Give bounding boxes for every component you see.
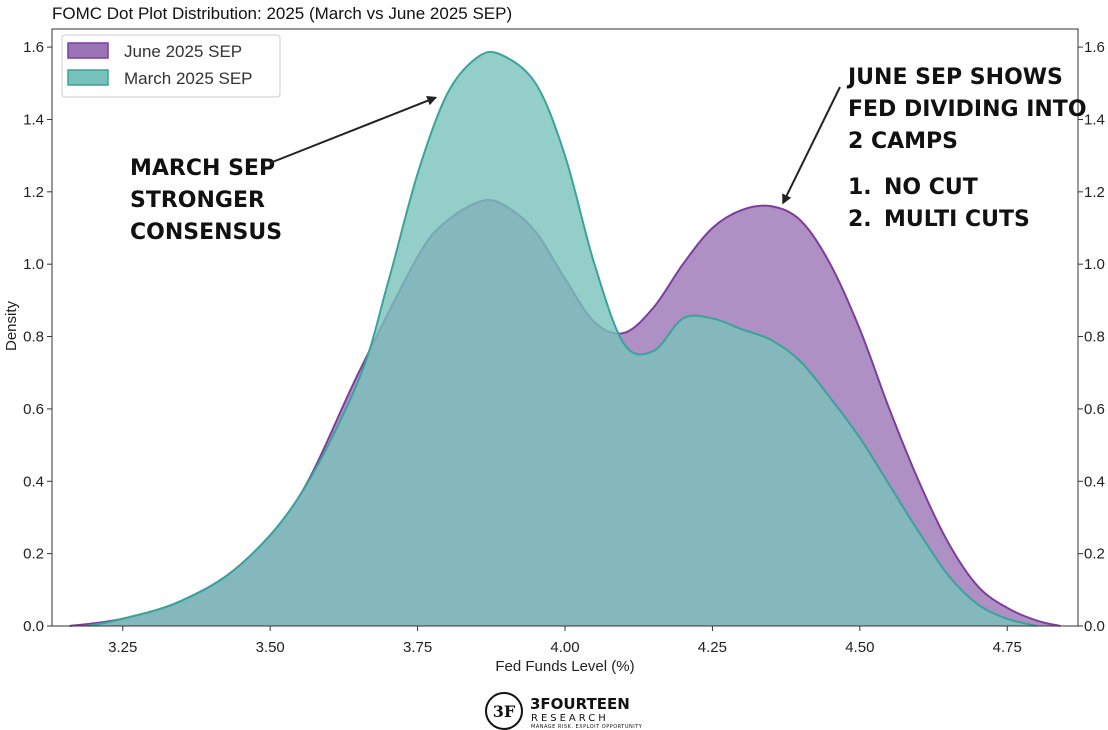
legend-label-march: March 2025 SEP xyxy=(124,69,253,88)
right-y-tick-label: 0.6 xyxy=(1084,401,1105,418)
x-tick-label: 3.50 xyxy=(256,639,285,656)
annotation-camps-list: 1. NO CUT 2. MULTI CUTS xyxy=(848,175,1030,232)
right-y-tick-label: 1.6 xyxy=(1084,39,1105,56)
y-tick-label: 0.0 xyxy=(23,618,44,635)
right-y-tick-label: 1.0 xyxy=(1084,256,1105,273)
chart-title: FOMC Dot Plot Distribution: 2025 (March … xyxy=(52,4,512,23)
annotation-june-line-3: 2 CAMPS xyxy=(848,129,958,154)
annotation-list-item-1: NO CUT xyxy=(884,175,978,200)
annotation-march: MARCH SEP STRONGER CONSENSUS xyxy=(130,95,438,245)
y-axis-label: Density xyxy=(3,300,20,351)
x-axis-ticks: 3.25 3.50 3.75 4.00 4.25 4.50 4.75 xyxy=(108,626,1022,656)
x-tick-label: 3.25 xyxy=(108,639,137,656)
x-tick-label: 4.25 xyxy=(698,639,727,656)
area-fill-march xyxy=(87,51,1037,626)
y-tick-label: 1.0 xyxy=(23,256,44,273)
right-y-tick-label: 0.4 xyxy=(1084,473,1105,490)
y-tick-label: 0.4 xyxy=(23,473,44,490)
y-axis-ticks: 0.0 0.2 0.4 0.6 0.8 1.0 1.2 1.4 1.6 xyxy=(23,39,52,635)
legend-swatch-june xyxy=(67,42,109,59)
legend: June 2025 SEP March 2025 SEP xyxy=(61,34,281,98)
annotation-june-line-2: FED DIVIDING INTO xyxy=(848,97,1087,122)
right-y-tick-label: 1.4 xyxy=(1084,111,1105,128)
series-line-june xyxy=(69,198,1061,627)
annotation-list-number-2: 2. xyxy=(848,207,872,232)
density-areas xyxy=(69,50,1061,627)
y-tick-label: 0.6 xyxy=(23,401,44,418)
legend-swatch-march xyxy=(67,69,109,86)
y-tick-label: 1.4 xyxy=(23,111,44,128)
right-y-tick-label: 1.2 xyxy=(1084,184,1105,201)
annotation-june-line-1: JUNE SEP SHOWS xyxy=(846,65,1063,90)
y-tick-label: 1.6 xyxy=(23,39,44,56)
annotation-march-arrow xyxy=(269,95,438,164)
legend-box xyxy=(61,34,281,98)
x-tick-label: 3.75 xyxy=(403,639,432,656)
logo-tagline: MANAGE RISK. EXPLOIT OPPORTUNITY xyxy=(531,724,643,730)
series-line-march xyxy=(87,50,1037,627)
annotation-june: JUNE SEP SHOWS FED DIVIDING INTO 2 CAMPS xyxy=(782,65,1087,205)
x-tick-label: 4.50 xyxy=(845,639,874,656)
logo-mark-icon xyxy=(485,692,523,730)
x-tick-label: 4.00 xyxy=(550,639,579,656)
legend-label-june: June 2025 SEP xyxy=(124,42,242,61)
right-y-tick-label: 0.2 xyxy=(1084,546,1105,563)
logo-mark-text: 3F xyxy=(493,702,516,721)
company-logo: 3F 3FOURTEEN RESEARCH MANAGE RISK. EXPLO… xyxy=(485,692,643,730)
logo-sub: RESEARCH xyxy=(531,713,609,724)
annotation-list-item-2: MULTI CUTS xyxy=(884,207,1030,232)
right-y-tick-label: 0.8 xyxy=(1084,329,1105,346)
x-tick-label: 4.75 xyxy=(993,639,1022,656)
y-tick-label: 0.2 xyxy=(23,546,44,563)
y-tick-label: 1.2 xyxy=(23,184,44,201)
annotation-june-arrow xyxy=(782,86,841,205)
right-y-tick-label: 0.0 xyxy=(1084,618,1105,635)
annotation-march-line-1: MARCH SEP xyxy=(130,156,275,181)
y-tick-label: 0.8 xyxy=(23,329,44,346)
right-y-axis-ticks: 0.0 0.2 0.4 0.6 0.8 1.0 1.2 1.4 1.6 xyxy=(1078,39,1105,635)
logo-name: 3FOURTEEN xyxy=(530,695,630,713)
annotation-march-line-3: CONSENSUS xyxy=(130,220,282,245)
annotation-march-line-2: STRONGER xyxy=(130,188,265,213)
x-axis-label: Fed Funds Level (%) xyxy=(495,658,634,675)
annotation-list-number-1: 1. xyxy=(848,175,872,200)
